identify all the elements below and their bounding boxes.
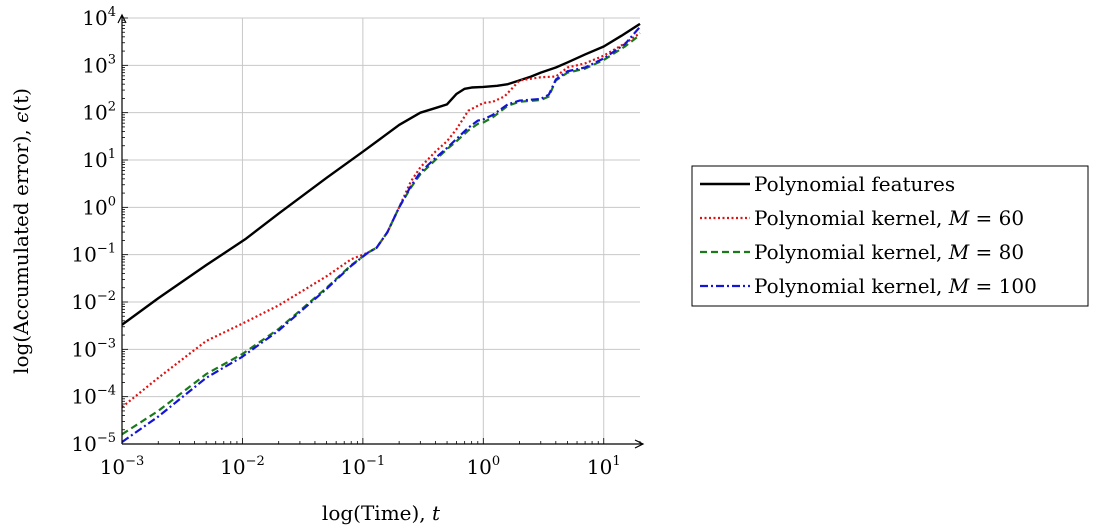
y-tick-label: 10−1 [71,242,116,267]
series-line-2 [122,32,641,409]
series-layer [122,22,641,443]
x-tick-label: 10−2 [220,454,265,479]
legend-box [691,165,1089,307]
ticks: 10−3 10−2 10−1 100 101 10−5 10−4 10−3 10−2 10−1 10… [71,5,641,479]
y-axis-label: log(Accumulated error), ϵ(t) [9,88,33,374]
y-tick-label: 101 [82,147,116,172]
y-tick-label: 10−4 [71,384,116,409]
x-tick-label: 10−3 [100,454,145,479]
legend-label-1: Polynomial features [754,172,955,196]
series-line-1 [122,22,641,326]
series-line-3 [122,34,641,436]
y-tick-label: 103 [82,52,116,77]
legend-label-2: Polynomial kernel, M = 60 [754,206,1024,230]
x-tick-label: 10−1 [341,454,386,479]
legend-label-4: Polynomial kernel, M = 100 [754,274,1037,298]
y-tick-label: 10−2 [71,289,116,314]
axes [117,13,645,449]
x-axis-arrow [634,439,645,449]
legend-label-3: Polynomial kernel, M = 80 [754,240,1024,264]
y-tick-label: 100 [82,194,116,219]
x-tick-label: 101 [587,454,621,479]
x-axis-label: log(Time), t [322,501,441,525]
y-tick-label: 10−5 [71,431,116,456]
y-tick-label: 102 [82,100,116,125]
y-tick-label: 10−3 [71,336,116,361]
x-tick-label: 100 [466,454,500,479]
y-tick-label: 104 [82,5,116,30]
series-line-4 [122,26,641,443]
legend: Polynomial features Polynomial kernel, M … [691,165,1089,307]
